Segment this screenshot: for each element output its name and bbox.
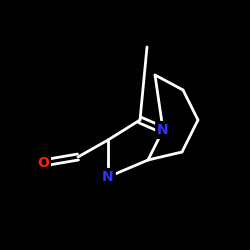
Text: O: O	[37, 156, 49, 170]
Text: N: N	[102, 170, 114, 184]
Text: N: N	[157, 123, 169, 137]
